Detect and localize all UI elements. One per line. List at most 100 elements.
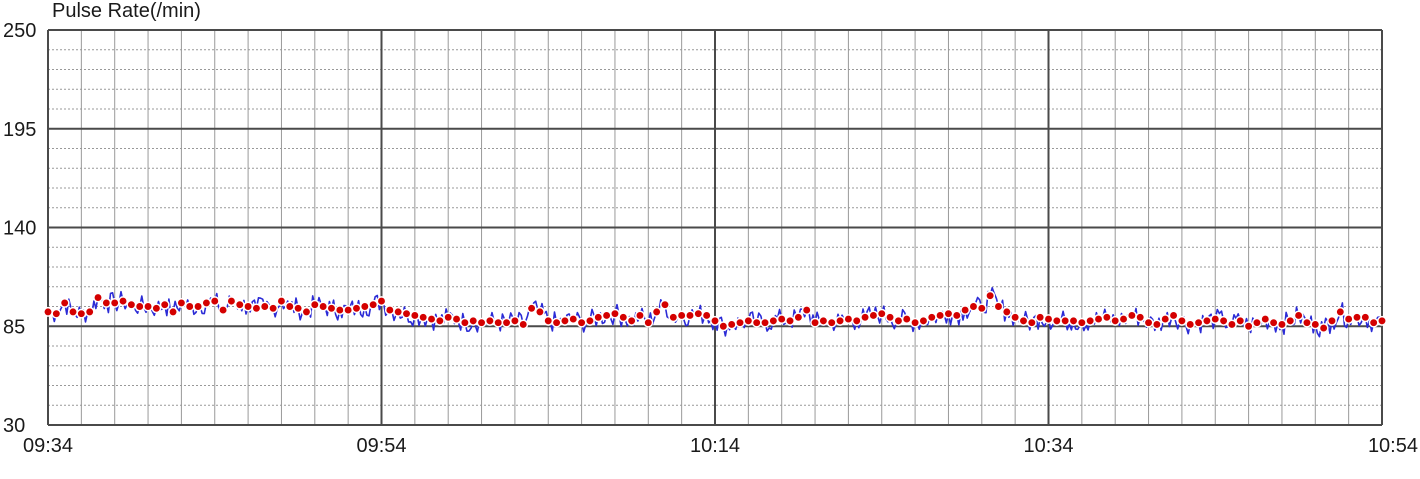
data-point: [201, 297, 212, 308]
data-point: [568, 314, 579, 325]
data-point: [518, 319, 529, 330]
data-point: [584, 315, 595, 326]
data-point: [976, 303, 987, 314]
data-point: [134, 301, 145, 312]
chart-title: Pulse Rate(/min): [52, 0, 201, 22]
data-point: [1043, 314, 1054, 325]
data-point: [1093, 314, 1104, 325]
data-point: [159, 299, 170, 310]
y-axis-ticks: 250 195 140 85 30: [3, 20, 36, 437]
data-point: [359, 301, 370, 312]
data-point: [1368, 317, 1379, 328]
data-point: [451, 314, 462, 325]
data-point: [268, 303, 279, 314]
data-point: [893, 315, 904, 326]
x-tick-label: 09:34: [23, 435, 73, 457]
data-point: [1185, 319, 1196, 330]
data-point: [701, 310, 712, 321]
data-point: [968, 301, 979, 312]
data-point: [1135, 312, 1146, 323]
data-point: [626, 315, 637, 326]
data-point: [751, 317, 762, 328]
y-tick-label: 140: [3, 218, 36, 240]
data-point: [843, 314, 854, 325]
data-point: [876, 308, 887, 319]
data-point: [593, 312, 604, 323]
data-point: [676, 310, 687, 321]
data-point: [243, 301, 254, 312]
data-point: [484, 315, 495, 326]
data-point: [1218, 315, 1229, 326]
x-tick-label: 10:14: [690, 435, 740, 457]
data-point: [334, 305, 345, 316]
data-point: [1352, 312, 1362, 323]
data-point: [935, 310, 946, 321]
data-point: [1327, 315, 1337, 326]
series-layer: [43, 287, 1387, 338]
data-point: [393, 306, 404, 317]
data-point: [868, 310, 879, 321]
data-point: [1235, 315, 1246, 326]
chart-grid: [47, 29, 1383, 426]
data-point: [251, 303, 262, 314]
data-point: [918, 315, 929, 326]
data-point: [760, 317, 770, 328]
data-point: [1193, 317, 1204, 328]
data-point: [193, 301, 204, 312]
data-point: [768, 315, 779, 326]
data-point: [176, 297, 187, 308]
data-point: [793, 312, 804, 323]
data-point: [1268, 317, 1279, 328]
data-point: [434, 315, 445, 326]
data-point: [101, 297, 112, 308]
data-point: [1176, 315, 1187, 326]
x-axis-ticks: 09:34 09:54 10:14 10:34 10:54: [23, 435, 1418, 457]
y-tick-label: 30: [3, 415, 25, 437]
data-point: [1026, 317, 1037, 328]
x-tick-label: 10:54: [1368, 435, 1418, 457]
data-point: [610, 308, 620, 319]
data-point: [418, 312, 429, 323]
data-point: [109, 297, 120, 308]
data-point: [643, 317, 654, 328]
data-point: [501, 317, 512, 328]
data-point: [910, 317, 921, 328]
data-point: [851, 315, 862, 326]
data-point: [1018, 315, 1029, 326]
data-point: [1143, 317, 1154, 328]
data-point: [118, 296, 128, 307]
data-point: [943, 308, 954, 319]
data-point: [343, 305, 354, 316]
data-point: [668, 312, 679, 323]
data-point: [1302, 317, 1312, 328]
data-point: [168, 306, 179, 317]
data-point: [1101, 312, 1112, 323]
data-point: [1243, 321, 1254, 332]
data-point: [401, 308, 412, 319]
data-point: [318, 301, 329, 312]
data-point: [1110, 315, 1121, 326]
data-point: [660, 299, 670, 310]
data-point: [43, 306, 53, 317]
data-point: [1260, 314, 1271, 325]
data-point: [551, 317, 562, 328]
data-point: [209, 296, 220, 307]
data-point: [1001, 306, 1012, 317]
data-point: [993, 301, 1004, 312]
data-point: [810, 317, 820, 328]
data-point: [1293, 310, 1304, 321]
data-point: [726, 319, 737, 330]
data-point: [1010, 312, 1021, 323]
data-point: [559, 315, 570, 326]
data-point: [1360, 312, 1371, 323]
x-tick-label: 09:54: [356, 435, 406, 457]
data-point: [1285, 315, 1296, 326]
data-point: [576, 317, 587, 328]
data-point: [693, 308, 704, 319]
data-point: [1160, 314, 1171, 325]
data-point: [93, 292, 103, 303]
data-point: [326, 303, 337, 314]
data-point: [368, 299, 379, 310]
data-point: [1377, 315, 1387, 326]
